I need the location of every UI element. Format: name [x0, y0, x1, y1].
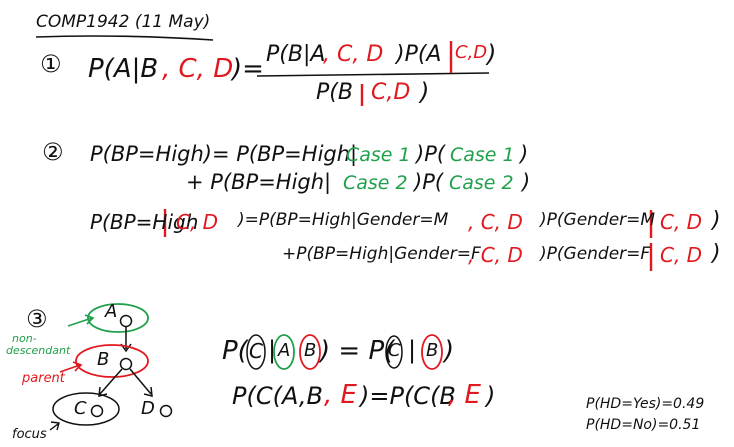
- s2-line4-e: ): [712, 241, 721, 266]
- s2-line3-e: )P(Gender=M: [540, 210, 656, 230]
- s1-lhs-a: P(A|B: [88, 54, 159, 84]
- s2-line3-b: C, D: [176, 210, 219, 234]
- fraction-bar: [256, 72, 490, 77]
- s1-den-b: C,D: [371, 80, 411, 105]
- label-nondescendant-1: non-: [12, 332, 37, 345]
- s3-eq1-c2: C: [388, 340, 401, 361]
- s3-eq1-avar: A: [278, 340, 291, 361]
- node-c-circle: [90, 404, 104, 418]
- s2-line3-a: P(BP=High: [90, 210, 199, 234]
- s3-eq1-bar1: |: [268, 336, 277, 364]
- node-d-circle: [159, 404, 173, 418]
- s1-den-c: ): [420, 78, 430, 106]
- node-a-label: A: [105, 301, 118, 322]
- ellipse-node-b: [75, 344, 149, 378]
- title-underline: [35, 35, 214, 41]
- s1-num-e: ): [487, 40, 497, 68]
- s3-eq2-c: )=P(C(B: [360, 382, 456, 410]
- node-b-circle: [119, 357, 133, 371]
- s1-lhs-c: )=: [232, 54, 264, 84]
- s2-line3-g: ): [712, 208, 721, 233]
- s1-lhs-b: , C, D: [162, 54, 234, 84]
- s2-line4-b: , C, D: [468, 243, 523, 267]
- s3-eq1-b2: B: [426, 340, 439, 361]
- s2-line4-d: C, D: [660, 243, 703, 267]
- section-3-number: ③: [26, 305, 48, 333]
- s3-eq1-c: C: [249, 339, 263, 363]
- ellipse-node-a: [87, 303, 149, 333]
- s2-line3-d: , C, D: [468, 210, 523, 234]
- s3-eq1-bvar: B: [304, 340, 317, 361]
- oval-c2: [385, 335, 403, 369]
- s2-line2-e: ): [522, 170, 531, 194]
- s1-num-a: P(B|A: [266, 42, 326, 67]
- s2-line1-b: Case 1: [346, 144, 411, 166]
- label-nondescendant-2: descendant: [6, 344, 71, 357]
- node-d-label: D: [141, 398, 155, 419]
- s1-num-c: )P(A: [396, 42, 442, 67]
- s2-line3-c: )=P(BP=High|Gender=M: [238, 210, 449, 230]
- s2-line2-b: Case 2: [343, 172, 408, 194]
- s2-line4-c: )P(Gender=F: [540, 244, 651, 264]
- s3-eq2-b: , E: [324, 380, 357, 410]
- s1-num-d: C,D: [455, 42, 488, 63]
- prob-hd-yes: P(HD=Yes)=0.49: [586, 396, 705, 412]
- s2-line2-d: Case 2: [449, 172, 514, 194]
- page-title: COMP1942 (11 May): [36, 12, 211, 32]
- s3-eq1-p: P(: [222, 336, 248, 366]
- node-c-label: C: [74, 398, 87, 419]
- s2-line1-e: ): [520, 142, 529, 166]
- label-parent: parent: [22, 371, 65, 386]
- s3-eq1-end: ): [444, 336, 455, 366]
- s2-line4-a: +P(BP=High|Gender=F: [282, 244, 481, 264]
- s2-line1-d: Case 1: [450, 144, 515, 166]
- s2-line1-a: P(BP=High)= P(BP=High|: [90, 142, 358, 166]
- node-b-label: B: [97, 349, 110, 370]
- section-2-number: ②: [42, 138, 64, 166]
- arrow-nondescendant: [67, 314, 95, 327]
- label-focus: focus: [12, 427, 47, 442]
- section-1-number: ①: [40, 50, 62, 78]
- oval-b: [299, 334, 321, 370]
- oval-c: [246, 334, 266, 370]
- arrow-parent: [59, 361, 83, 373]
- ellipse-node-c: [52, 392, 120, 426]
- s3-eq2-a: P(C(A,B: [232, 382, 323, 410]
- s2-line3-f: C, D: [660, 210, 703, 234]
- arrow-b-to-d: [129, 368, 153, 397]
- s2-line2-a: + P(BP=High|: [186, 170, 332, 194]
- node-a-circle: [119, 314, 133, 328]
- s2-line2-c: )P(: [414, 170, 444, 194]
- s1-num-b: , C, D: [323, 42, 384, 67]
- prob-hd-no: P(HD=No)=0.51: [586, 417, 701, 433]
- oval-a: [273, 334, 295, 370]
- arrow-focus: [49, 421, 60, 431]
- s1-den-a: P(B: [316, 80, 353, 105]
- s3-eq2-e: ): [486, 382, 496, 410]
- s3-eq1-bar2: |: [408, 336, 417, 364]
- oval-b2: [421, 334, 443, 370]
- s3-eq1-mid: ) = P(: [320, 336, 395, 366]
- s2-line1-c: )P(: [416, 142, 446, 166]
- arrow-b-to-c: [98, 368, 123, 397]
- s3-eq2-d: , E: [448, 380, 481, 410]
